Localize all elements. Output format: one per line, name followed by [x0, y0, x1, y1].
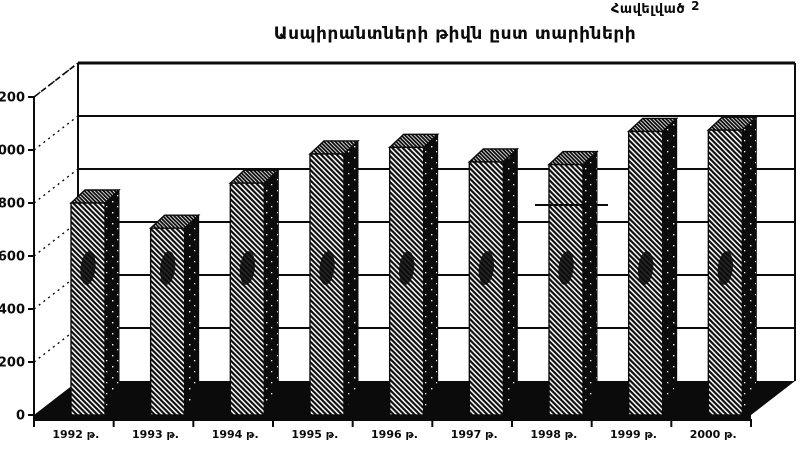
- bar-front-face: [229, 182, 266, 416]
- bar-front-face: [149, 227, 186, 416]
- y-axis-label: 200: [0, 356, 25, 371]
- y-axis-label: 600: [0, 250, 25, 265]
- y-axis-label: 1200: [0, 91, 25, 106]
- y-axis-label: 400: [0, 303, 25, 318]
- bar-side-face: [263, 168, 279, 416]
- bar-1995: [308, 139, 360, 416]
- y-axis-label: 800: [0, 197, 25, 212]
- bar-1992: [69, 188, 121, 416]
- appendix-label: Հավելված 2: [610, 0, 700, 17]
- x-axis-label: 1994 թ.: [212, 428, 259, 441]
- bar-1993: [148, 214, 201, 416]
- bar-side-face: [423, 133, 439, 416]
- appendix-word: Հավելված: [610, 2, 686, 17]
- x-axis-label: 1997 թ.: [451, 428, 498, 441]
- x-axis-label: 1999 թ.: [610, 428, 657, 441]
- x-axis-label: 1995 թ.: [291, 428, 338, 441]
- bar-data-label-smudge: [239, 251, 256, 285]
- bar-data-label-smudge: [159, 251, 176, 285]
- bar-side-face: [184, 214, 200, 416]
- bar-2000: [706, 115, 759, 416]
- bar-side-face: [502, 147, 518, 416]
- x-axis-label: 1996 թ.: [371, 428, 418, 441]
- bar-data-label-smudge: [478, 251, 495, 285]
- bar-data-label-smudge: [319, 251, 335, 285]
- x-axis: 1992 թ. 1993 թ. 1994 թ. 1995 թ. 1996 թ. 1997 …: [33, 419, 752, 441]
- bar-side-face: [343, 139, 359, 416]
- bar-1996: [387, 133, 440, 416]
- bar-data-label-smudge: [637, 251, 654, 285]
- y-axis-label: 1000: [0, 144, 25, 159]
- side-gridline-1000: [33, 115, 79, 151]
- bar-data-label-smudge: [717, 251, 734, 285]
- bar-side-face: [104, 188, 120, 416]
- side-gridline-800: [33, 168, 79, 204]
- bar-1997: [467, 147, 520, 416]
- bar-front-face: [468, 161, 505, 416]
- y-axis: 0 200 400 600 800 1000 1200: [0, 62, 79, 424]
- bar-side-face: [662, 117, 678, 416]
- bar-1999: [626, 117, 679, 416]
- x-axis-label: 1998 թ.: [530, 428, 577, 441]
- bar-front-face: [70, 202, 106, 416]
- appendix-number: 2: [691, 0, 700, 13]
- y-axis-label: 0: [16, 409, 25, 424]
- bars: [69, 115, 759, 416]
- bar-1994: [228, 168, 281, 416]
- bar-1998: [547, 150, 599, 416]
- bar-side-face: [741, 115, 757, 416]
- x-axis-label: 1993 թ.: [132, 428, 179, 441]
- bar-data-label-smudge: [558, 251, 574, 285]
- bar-front-face: [548, 163, 584, 416]
- x-axis-label: 2000 թ.: [690, 428, 737, 441]
- x-axis-label: 1992 թ.: [52, 428, 99, 441]
- bar-data-label-smudge: [398, 251, 415, 285]
- bar-side-face: [582, 150, 598, 416]
- wall-top-diagonal: [33, 62, 79, 98]
- chart-title: Ասպիրանտների թիվն ըստ տարիների: [273, 24, 637, 44]
- bar-data-label-smudge: [80, 251, 96, 285]
